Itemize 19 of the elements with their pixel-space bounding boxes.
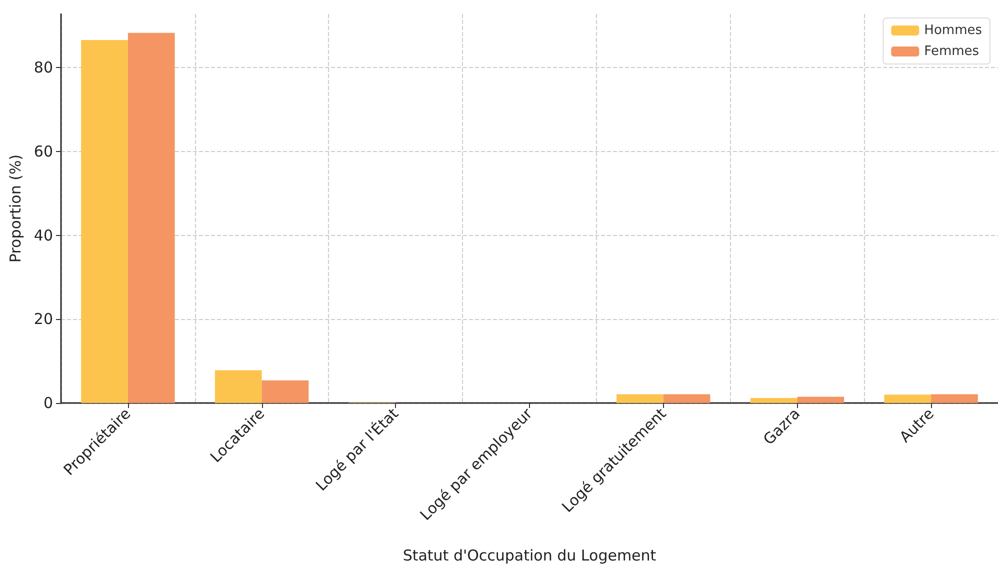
y-tick-label: 40 bbox=[34, 226, 53, 244]
bar bbox=[81, 40, 128, 403]
y-tick-label: 20 bbox=[34, 310, 53, 328]
y-axis-title: Proportion (%) bbox=[6, 154, 24, 263]
y-tick-label: 0 bbox=[43, 394, 53, 412]
bar bbox=[128, 32, 175, 403]
bar bbox=[750, 398, 798, 403]
legend-label: Femmes bbox=[924, 44, 980, 59]
bar bbox=[663, 394, 710, 403]
legend-label: Hommes bbox=[924, 23, 982, 38]
bar bbox=[214, 370, 262, 403]
bar bbox=[262, 380, 309, 403]
y-tick-label: 80 bbox=[34, 58, 53, 77]
bar bbox=[931, 394, 978, 403]
y-tick-label: 60 bbox=[34, 142, 53, 160]
bar bbox=[884, 394, 932, 403]
bar bbox=[616, 394, 664, 403]
x-axis-title: Statut d'Occupation du Logement bbox=[402, 546, 656, 564]
bar bbox=[797, 396, 844, 403]
